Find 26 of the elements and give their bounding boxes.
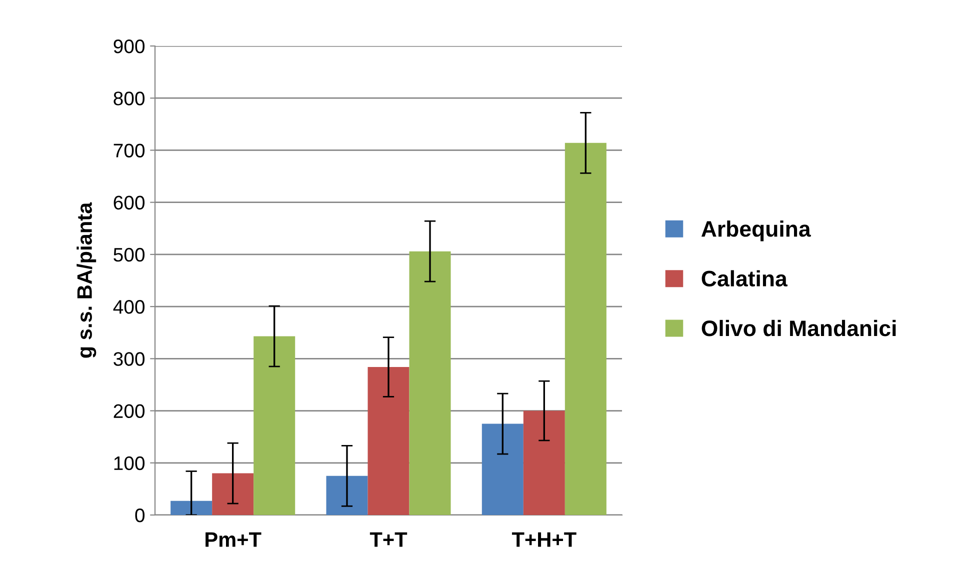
bar [564, 142, 606, 515]
y-tick-label: 900 [114, 39, 145, 54]
bar [212, 473, 254, 515]
x-tick-label: T+H+T [512, 532, 576, 547]
x-tick-label: Pm+T [206, 532, 262, 547]
y-tick-label: 700 [114, 144, 145, 158]
y-tick-label: 500 [114, 248, 145, 262]
bar [523, 410, 565, 515]
y-tick-label: 100 [114, 456, 145, 470]
y-tick-label: 200 [114, 404, 145, 418]
y-tick-label: 600 [114, 196, 145, 210]
legend-label: Arbequina [701, 220, 811, 242]
legend-label: Olivo di Mandanici [702, 320, 896, 336]
y-tick-label: 300 [114, 352, 145, 366]
y-axis-title: g s.s. BA/pianta [76, 202, 96, 358]
y-tick-label: 0 [135, 508, 145, 522]
bar [368, 367, 410, 515]
y-tick-label: 400 [113, 300, 145, 314]
y-tick-label: 800 [114, 92, 145, 106]
bar [326, 476, 368, 515]
bar [482, 424, 524, 515]
bar [170, 500, 212, 515]
bar [254, 336, 296, 515]
legend-label: Calatina [702, 270, 788, 287]
x-tick-label: T+T [370, 532, 408, 547]
bar [409, 251, 451, 515]
